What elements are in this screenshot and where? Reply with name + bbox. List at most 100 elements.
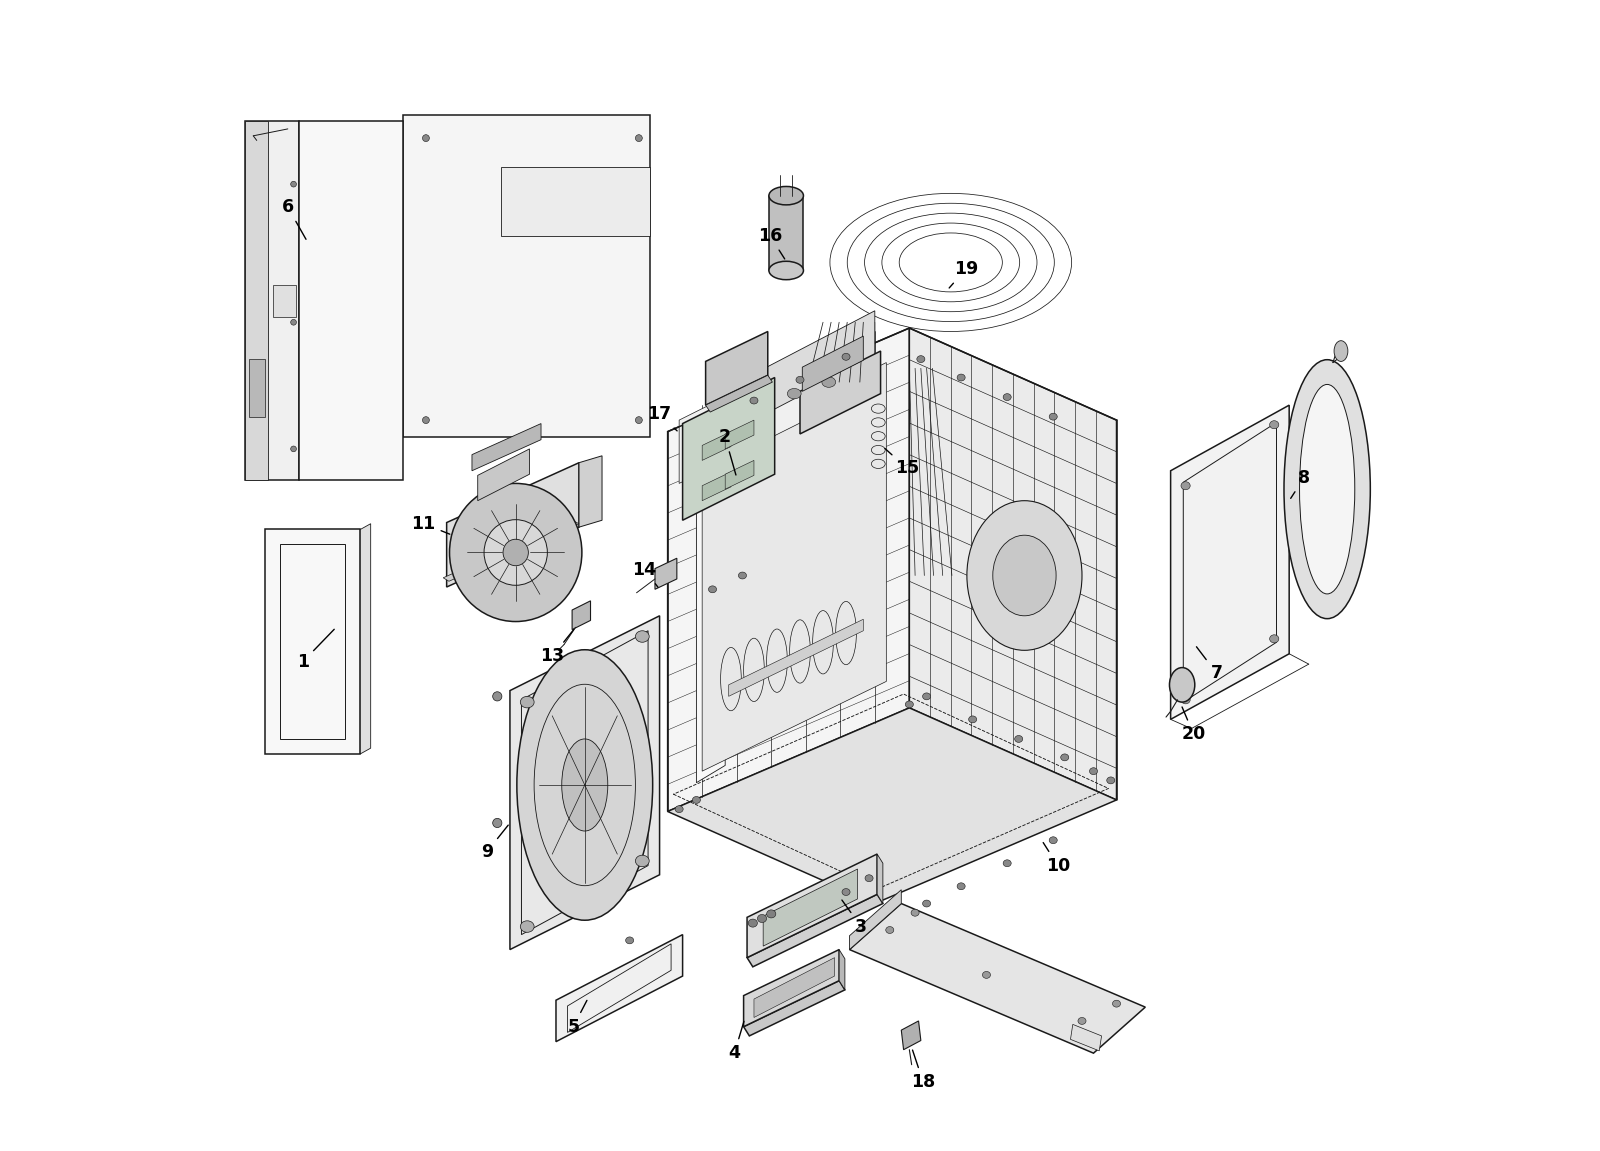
Text: 7: 7 [1197, 647, 1222, 683]
Ellipse shape [1061, 754, 1069, 761]
Polygon shape [264, 529, 360, 754]
Polygon shape [446, 463, 579, 587]
Ellipse shape [1050, 837, 1058, 844]
Ellipse shape [1078, 1017, 1086, 1024]
Text: 13: 13 [541, 630, 574, 665]
Polygon shape [245, 121, 299, 480]
Polygon shape [555, 935, 683, 1042]
Polygon shape [667, 708, 1117, 904]
Text: 20: 20 [1181, 707, 1206, 744]
Ellipse shape [992, 535, 1056, 616]
Text: 5: 5 [566, 1000, 587, 1036]
Polygon shape [678, 322, 875, 483]
Ellipse shape [787, 389, 802, 399]
Ellipse shape [1112, 1000, 1120, 1007]
Ellipse shape [770, 186, 803, 205]
Polygon shape [706, 331, 768, 405]
Ellipse shape [842, 353, 850, 360]
Ellipse shape [822, 378, 835, 387]
Ellipse shape [910, 909, 918, 916]
Ellipse shape [766, 909, 776, 918]
Polygon shape [579, 456, 602, 527]
Ellipse shape [635, 135, 642, 142]
Ellipse shape [1181, 482, 1190, 490]
Text: 6: 6 [282, 198, 306, 239]
Polygon shape [742, 311, 875, 426]
Polygon shape [800, 351, 880, 434]
Ellipse shape [770, 261, 803, 280]
Polygon shape [667, 328, 909, 811]
Ellipse shape [1283, 359, 1370, 619]
Ellipse shape [1270, 635, 1278, 642]
Text: 4: 4 [728, 1021, 744, 1062]
Polygon shape [1171, 405, 1290, 719]
Ellipse shape [750, 397, 758, 404]
Polygon shape [654, 558, 677, 589]
Ellipse shape [982, 971, 990, 978]
Ellipse shape [906, 701, 914, 708]
Polygon shape [360, 524, 371, 754]
Polygon shape [754, 958, 835, 1017]
Ellipse shape [291, 320, 296, 326]
Text: 15: 15 [885, 449, 918, 478]
Ellipse shape [485, 520, 547, 585]
Polygon shape [728, 619, 864, 696]
Ellipse shape [562, 739, 608, 831]
Ellipse shape [291, 182, 296, 188]
Ellipse shape [754, 401, 766, 410]
Ellipse shape [450, 483, 582, 622]
Polygon shape [501, 167, 650, 236]
Polygon shape [443, 520, 579, 581]
Polygon shape [274, 285, 296, 317]
Ellipse shape [635, 417, 642, 424]
Polygon shape [245, 121, 269, 480]
Polygon shape [850, 890, 901, 950]
Polygon shape [909, 328, 1117, 800]
Ellipse shape [886, 927, 894, 933]
Ellipse shape [422, 135, 429, 142]
Polygon shape [702, 472, 731, 501]
Text: 14: 14 [632, 561, 658, 587]
Ellipse shape [923, 900, 931, 907]
Text: 11: 11 [411, 514, 450, 534]
Ellipse shape [693, 796, 701, 803]
Ellipse shape [1050, 413, 1058, 420]
Ellipse shape [1003, 860, 1011, 867]
Text: 17: 17 [648, 405, 677, 430]
Ellipse shape [1107, 777, 1115, 784]
Ellipse shape [520, 921, 534, 932]
Ellipse shape [502, 539, 528, 566]
Ellipse shape [1270, 420, 1278, 428]
Ellipse shape [957, 883, 965, 890]
Ellipse shape [917, 356, 925, 363]
Polygon shape [838, 950, 845, 990]
Ellipse shape [635, 855, 650, 867]
Ellipse shape [957, 374, 965, 381]
Ellipse shape [626, 937, 634, 944]
Polygon shape [744, 981, 845, 1036]
Polygon shape [877, 854, 883, 904]
Polygon shape [702, 363, 886, 771]
Ellipse shape [757, 914, 766, 923]
Ellipse shape [635, 631, 650, 642]
Polygon shape [744, 950, 838, 1027]
Ellipse shape [1090, 768, 1098, 775]
Ellipse shape [749, 918, 757, 928]
Polygon shape [725, 420, 754, 449]
Polygon shape [901, 1021, 922, 1050]
Ellipse shape [1003, 394, 1011, 401]
Polygon shape [472, 424, 541, 471]
Polygon shape [510, 616, 659, 950]
Polygon shape [747, 894, 883, 967]
Polygon shape [299, 121, 403, 480]
Polygon shape [248, 359, 264, 417]
Ellipse shape [866, 875, 874, 882]
Ellipse shape [675, 806, 683, 813]
Ellipse shape [1299, 384, 1355, 594]
Text: 3: 3 [842, 900, 867, 936]
Text: 19: 19 [949, 260, 978, 288]
Ellipse shape [291, 445, 296, 452]
Ellipse shape [709, 586, 717, 593]
Ellipse shape [923, 693, 931, 700]
Ellipse shape [517, 649, 653, 921]
